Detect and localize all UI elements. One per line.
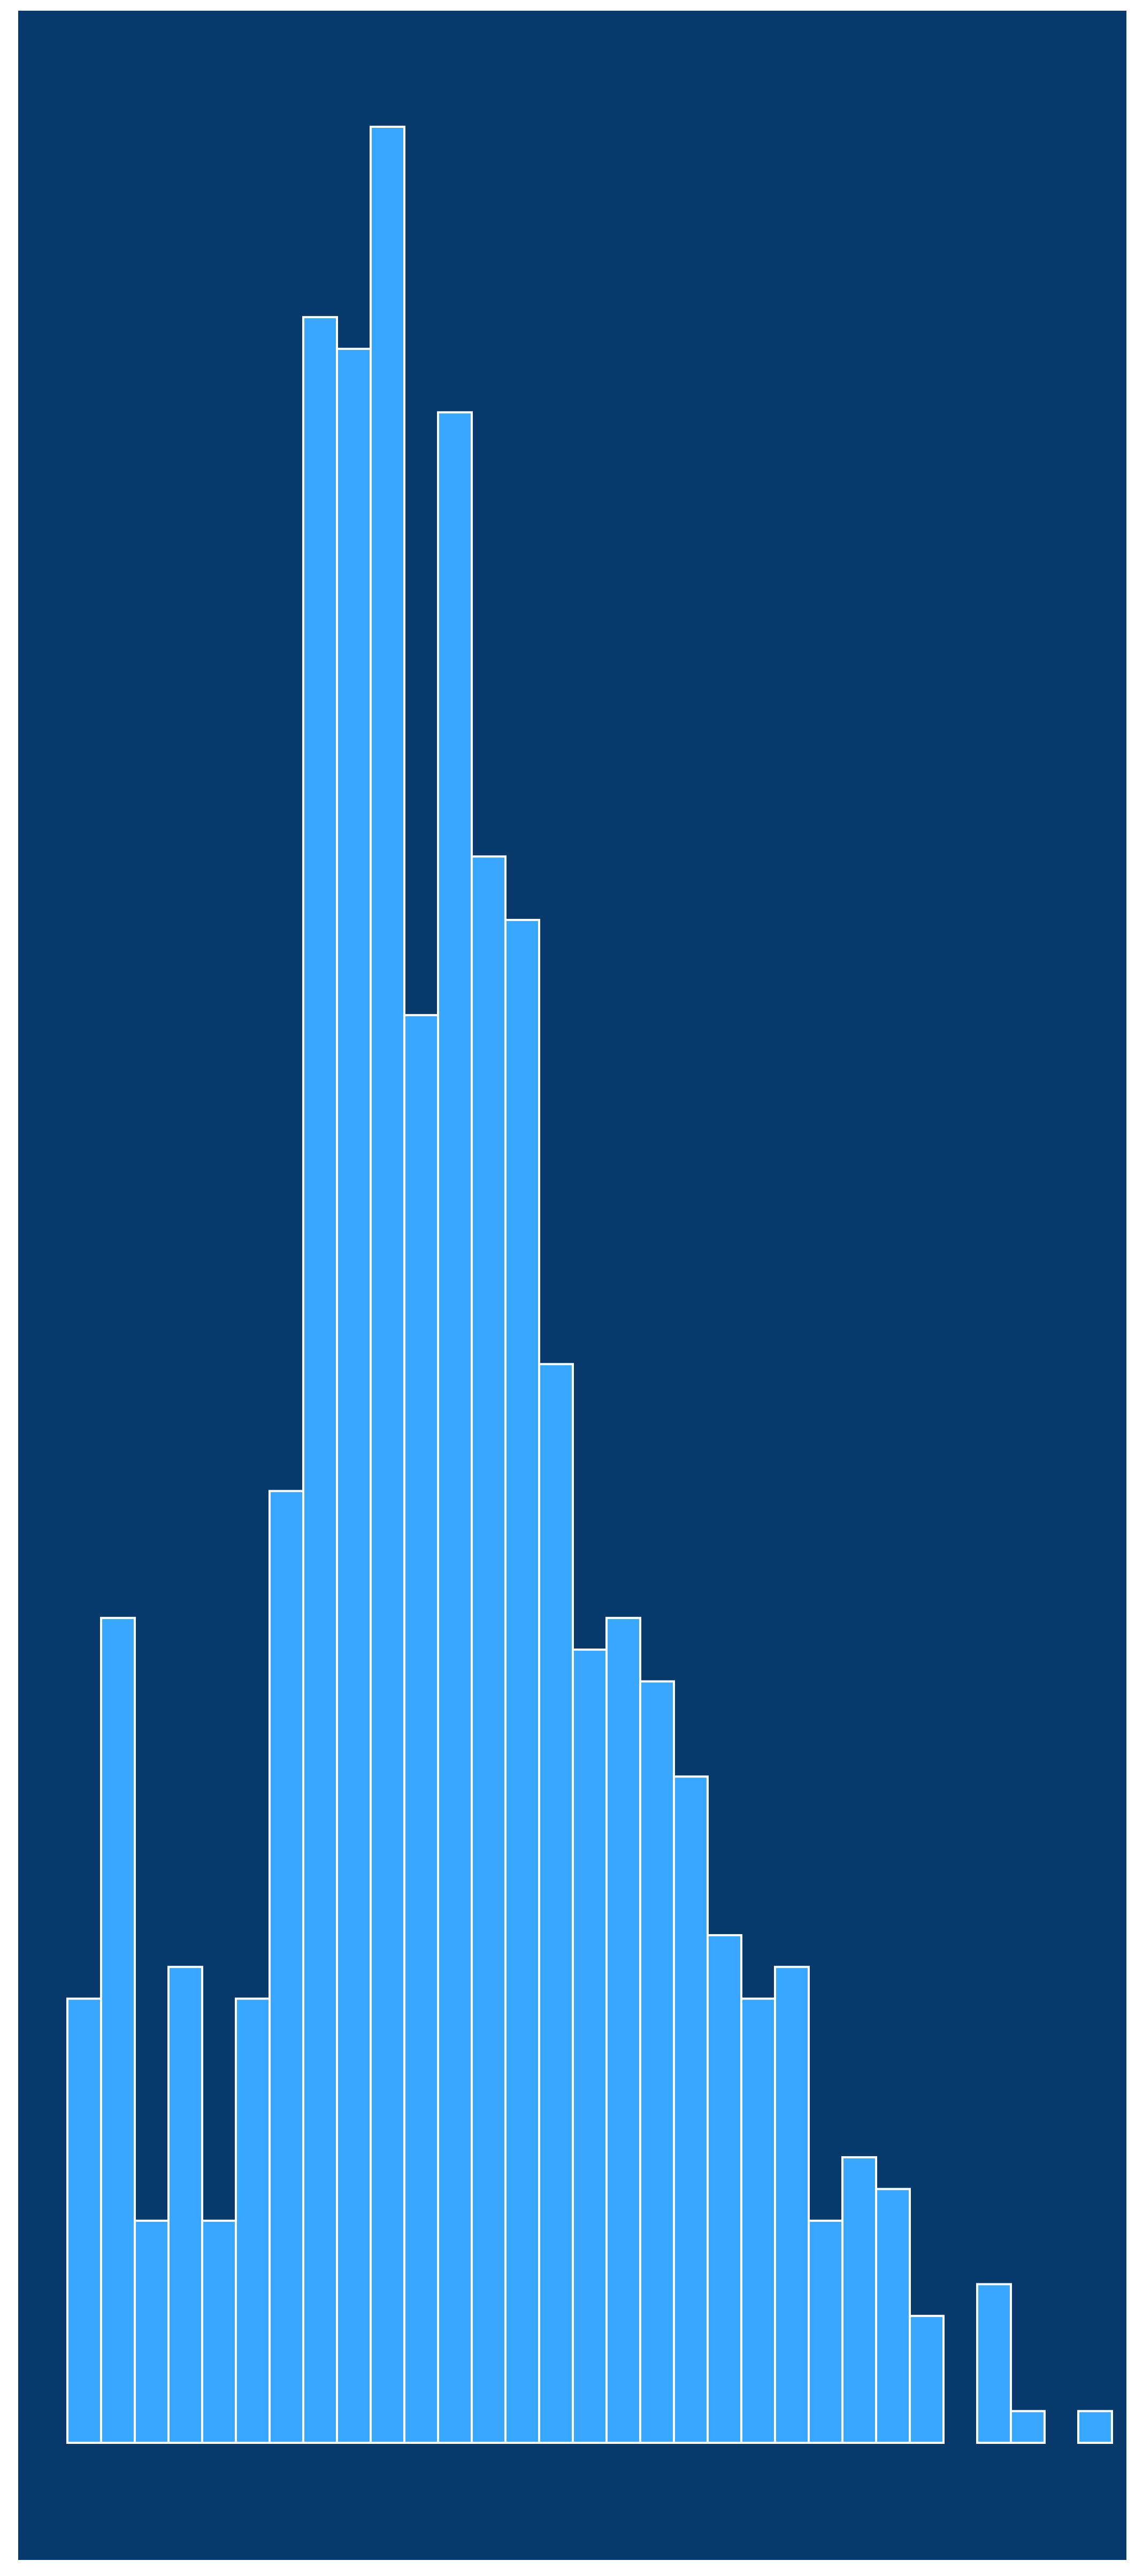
bar-6: [269, 1490, 304, 2444]
bar-4: [201, 2219, 237, 2444]
bar-25: [909, 2314, 945, 2444]
bar-7: [302, 316, 338, 2444]
bar-13: [504, 918, 540, 2444]
bar-series: [66, 126, 1113, 2444]
bar-20: [740, 1997, 776, 2444]
bar-12: [471, 855, 507, 2444]
bar-1: [100, 1616, 136, 2444]
bar-30: [1077, 2410, 1113, 2444]
bar-19: [707, 1934, 742, 2444]
bar-23: [841, 2156, 877, 2444]
bar-3: [167, 1966, 203, 2444]
bar-14: [538, 1363, 574, 2444]
bar-16: [605, 1616, 641, 2444]
bar-11: [437, 411, 473, 2444]
bar-2: [134, 2219, 170, 2444]
bar-10: [403, 1014, 439, 2444]
bar-22: [808, 2219, 843, 2444]
bar-21: [774, 1966, 810, 2444]
bar-24: [875, 2188, 911, 2444]
bar-27: [976, 2283, 1012, 2444]
bar-8: [336, 348, 372, 2444]
bar-15: [572, 1649, 608, 2444]
bar-18: [673, 1775, 709, 2444]
bar-0: [66, 1997, 102, 2444]
bar-17: [639, 1680, 675, 2444]
bar-5: [235, 1997, 271, 2444]
bar-28: [1010, 2410, 1046, 2444]
bar-9: [370, 126, 405, 2444]
